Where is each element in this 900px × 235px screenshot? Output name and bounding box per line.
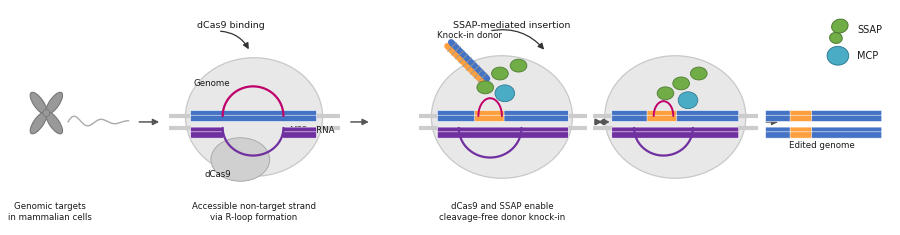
- Ellipse shape: [491, 67, 508, 80]
- FancyBboxPatch shape: [766, 127, 792, 133]
- Ellipse shape: [679, 92, 698, 109]
- Ellipse shape: [690, 67, 707, 80]
- Text: Accessible non-target strand
via R-loop formation: Accessible non-target strand via R-loop …: [192, 202, 316, 222]
- FancyBboxPatch shape: [283, 127, 317, 133]
- FancyBboxPatch shape: [437, 127, 568, 133]
- Ellipse shape: [185, 58, 322, 176]
- FancyBboxPatch shape: [474, 115, 506, 121]
- FancyBboxPatch shape: [766, 110, 792, 117]
- Ellipse shape: [211, 138, 270, 181]
- FancyBboxPatch shape: [612, 115, 649, 121]
- Ellipse shape: [477, 81, 493, 94]
- FancyBboxPatch shape: [812, 115, 882, 121]
- Ellipse shape: [510, 59, 526, 72]
- FancyBboxPatch shape: [191, 132, 223, 138]
- FancyBboxPatch shape: [677, 110, 739, 117]
- Text: Genomic targets
in mammalian cells: Genomic targets in mammalian cells: [8, 202, 92, 222]
- FancyBboxPatch shape: [790, 115, 814, 121]
- FancyBboxPatch shape: [647, 115, 678, 121]
- FancyBboxPatch shape: [677, 115, 739, 121]
- FancyBboxPatch shape: [612, 127, 739, 133]
- Ellipse shape: [43, 110, 50, 117]
- Text: MS2-gRNA: MS2-gRNA: [289, 126, 335, 135]
- FancyBboxPatch shape: [790, 132, 814, 138]
- Ellipse shape: [431, 56, 572, 178]
- Ellipse shape: [657, 87, 674, 100]
- Ellipse shape: [46, 112, 62, 134]
- Text: MCP: MCP: [858, 51, 878, 61]
- FancyBboxPatch shape: [283, 132, 317, 138]
- FancyBboxPatch shape: [437, 132, 568, 138]
- Ellipse shape: [31, 92, 47, 114]
- FancyBboxPatch shape: [437, 115, 476, 121]
- Text: Knock-in donor: Knock-in donor: [437, 31, 502, 40]
- Text: Edited genome: Edited genome: [789, 141, 855, 150]
- FancyBboxPatch shape: [812, 110, 882, 117]
- Ellipse shape: [827, 46, 849, 65]
- Ellipse shape: [832, 19, 848, 33]
- FancyBboxPatch shape: [191, 127, 223, 133]
- Ellipse shape: [830, 32, 842, 43]
- Ellipse shape: [31, 112, 47, 134]
- FancyBboxPatch shape: [191, 110, 317, 117]
- FancyBboxPatch shape: [504, 110, 568, 117]
- FancyBboxPatch shape: [790, 127, 814, 133]
- FancyBboxPatch shape: [647, 110, 678, 117]
- FancyBboxPatch shape: [612, 132, 739, 138]
- Ellipse shape: [495, 85, 515, 102]
- Text: dCas9: dCas9: [204, 170, 231, 179]
- FancyBboxPatch shape: [504, 115, 568, 121]
- FancyBboxPatch shape: [474, 110, 506, 117]
- FancyBboxPatch shape: [790, 110, 814, 117]
- Text: Genome: Genome: [194, 79, 230, 88]
- FancyBboxPatch shape: [437, 110, 476, 117]
- Ellipse shape: [673, 77, 689, 90]
- Ellipse shape: [46, 92, 62, 114]
- Text: dCas9 and SSAP enable
cleavage-free donor knock-in: dCas9 and SSAP enable cleavage-free dono…: [439, 202, 565, 222]
- Text: SSAP-mediated insertion: SSAP-mediated insertion: [453, 21, 571, 30]
- Text: SSAP: SSAP: [858, 25, 883, 35]
- FancyBboxPatch shape: [612, 110, 649, 117]
- FancyBboxPatch shape: [812, 132, 882, 138]
- Ellipse shape: [605, 56, 746, 178]
- Text: dCas9 binding: dCas9 binding: [197, 21, 265, 30]
- FancyBboxPatch shape: [191, 115, 317, 121]
- FancyBboxPatch shape: [766, 132, 792, 138]
- FancyBboxPatch shape: [766, 115, 792, 121]
- FancyBboxPatch shape: [812, 127, 882, 133]
